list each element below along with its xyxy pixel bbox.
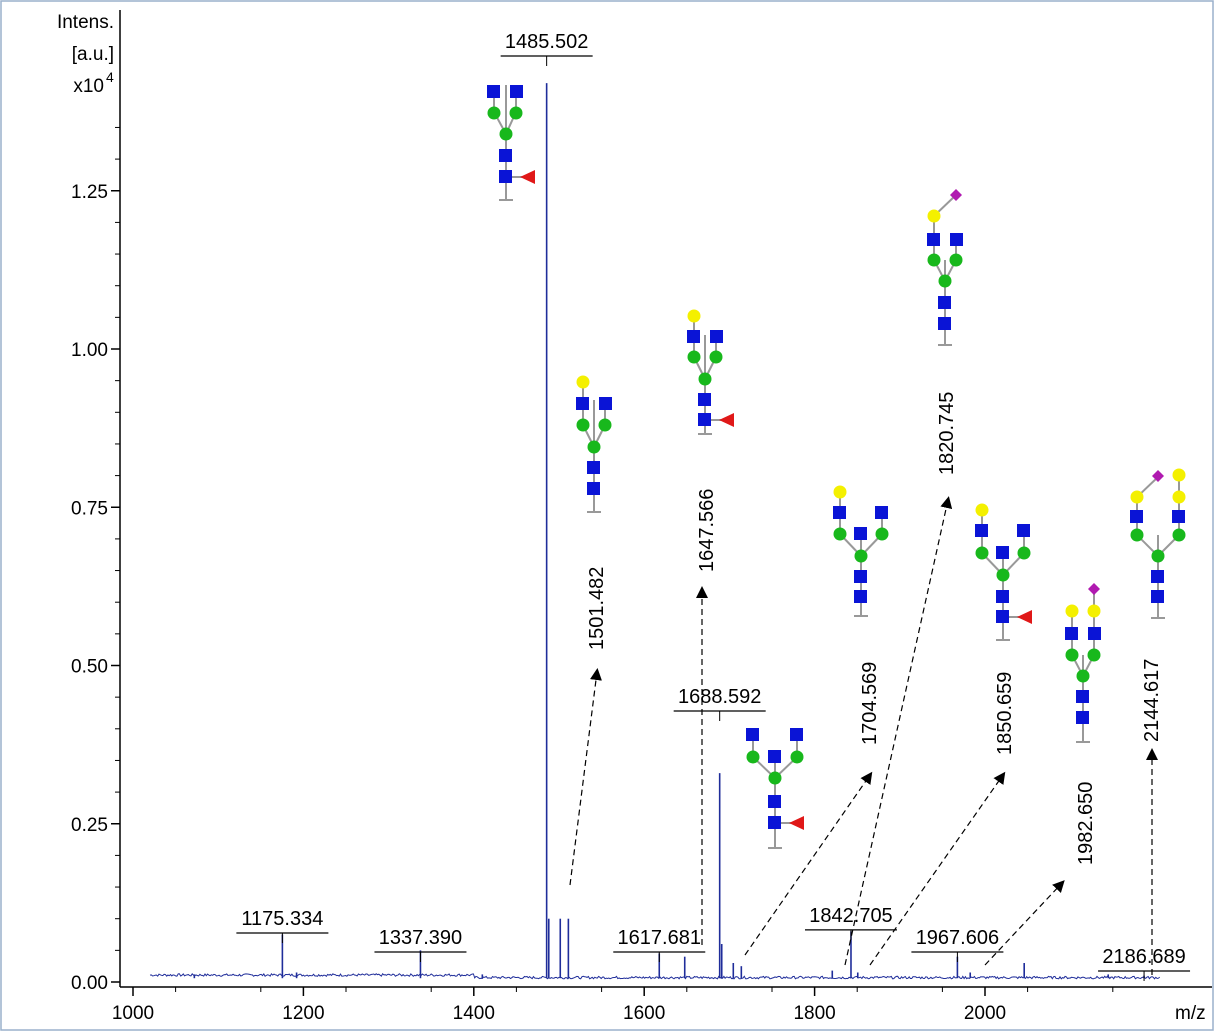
y-tick-label-2: 0.50 [71, 657, 108, 678]
y-tick-label-3: 0.75 [71, 498, 108, 519]
y-tick-label-0: 0.00 [71, 973, 108, 994]
glycan-1485 [487, 85, 535, 201]
peak-label-1175.334: 1175.334 [241, 908, 323, 930]
annotation-1647: 1647.566 [696, 489, 718, 572]
peak-label-1842.705: 1842.705 [809, 905, 892, 927]
axis-ticks: 1000 1200 1400 1600 1800 2000 0.00 0.25 0.50 0.75… [71, 126, 1114, 1024]
x-tick-label-1400: 1400 [453, 1003, 495, 1024]
annotation-1820: 1820.745 [936, 392, 958, 475]
spectrum-series [149, 83, 1161, 980]
glycan-1982 [1065, 583, 1101, 743]
x-tick-label-1800: 1800 [793, 1003, 835, 1024]
glycan-1850 [975, 503, 1032, 641]
rotated-annotation-labels: 1501.482 1647.566 1704.569 1820.745 1850… [586, 392, 1163, 865]
y-axis-title-exponent: 4 [106, 69, 114, 85]
peak-label-1337.390: 1337.390 [379, 927, 462, 949]
peak-labels: 1485.502 1688.592 1175.334 1337.390 1617.681… [236, 31, 1191, 982]
y-tick-label-1: 0.25 [71, 815, 108, 836]
peak-label-1967.606: 1967.606 [916, 927, 999, 949]
glycan-1820 [927, 189, 963, 346]
annotation-1982: 1982.650 [1075, 782, 1097, 865]
y-axis-title-line2: [a.u.] [72, 44, 114, 65]
spectrum-baseline [149, 972, 1161, 980]
x-tick-label-1200: 1200 [282, 1003, 324, 1024]
glycan-1501 [576, 375, 612, 513]
y-tick-label-4: 1.00 [71, 340, 108, 361]
y-axis-title-line1: Intens. [57, 12, 114, 33]
glycan-1688 [746, 728, 804, 849]
x-tick-label-1600: 1600 [623, 1003, 665, 1024]
peak-label-1485.502: 1485.502 [505, 31, 588, 53]
y-tick-label-5: 1.25 [71, 182, 108, 203]
annotation-2144: 2144.617 [1141, 659, 1163, 742]
annotation-1501: 1501.482 [586, 567, 608, 650]
peak-label-1617.681: 1617.681 [618, 927, 701, 949]
annotation-1850: 1850.659 [994, 672, 1016, 755]
arrow-1501 [569, 668, 602, 886]
y-axis-title-line3: x10 [73, 76, 104, 97]
arrow-1982 [984, 880, 1065, 966]
annotation-arrows [569, 496, 1158, 975]
x-tick-label-2000: 2000 [964, 1003, 1006, 1024]
glycan-1704 [833, 485, 889, 617]
annotation-1704: 1704.569 [859, 662, 881, 745]
peak-label-1688.592: 1688.592 [678, 686, 761, 708]
x-tick-label-1000: 1000 [112, 1003, 154, 1024]
x-axis-title: m/z [1175, 1003, 1206, 1024]
glycan-2144 [1130, 468, 1186, 619]
peak-label-2186.689: 2186.689 [1102, 946, 1185, 968]
arrow-1704 [744, 771, 873, 956]
arrow-1850 [869, 771, 1006, 966]
glycan-1647 [687, 309, 734, 435]
